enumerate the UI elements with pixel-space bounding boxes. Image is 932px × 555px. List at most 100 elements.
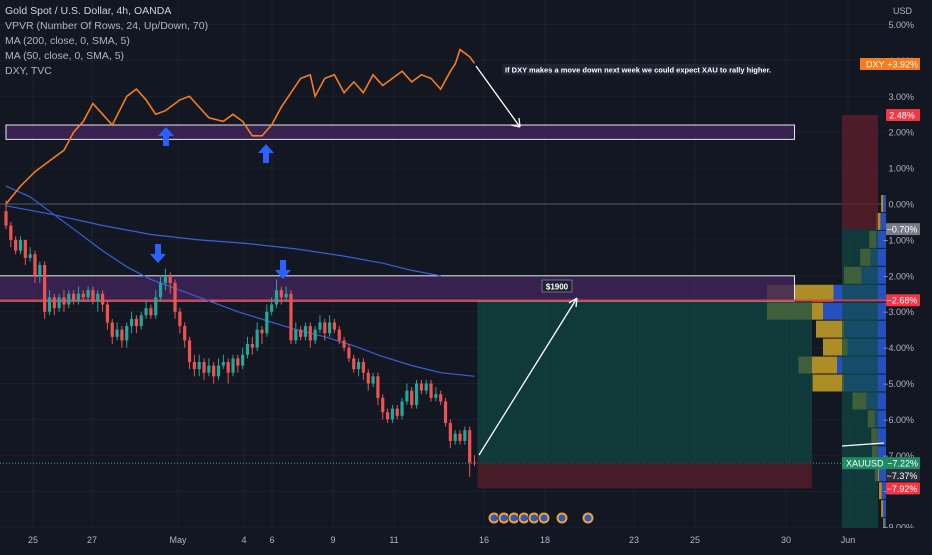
candle-body [9,225,13,240]
legend-indicator[interactable]: VPVR (Number Of Rows, 24, Up/Down, 70) [5,20,209,32]
up-arrow-icon [258,144,274,163]
candle-body [216,365,221,377]
price-label-box [541,279,573,293]
candle-body [105,304,110,323]
event-flag-inner [510,514,518,522]
event-flag-inner [584,514,592,522]
dxy-label-bg [860,58,920,70]
candle-body [410,390,414,406]
y-tick-label: −6.00% [883,415,914,425]
legend-indicator[interactable]: MA (200, close, 0, SMA, 5) [5,35,130,47]
candle-body [202,361,206,373]
candle-body [371,376,375,384]
candle-body [178,311,182,327]
candle-body [294,329,298,341]
candle-body [390,408,394,420]
legend-indicator[interactable]: DXY, TVC [5,65,52,77]
event-flag-inner [558,514,566,522]
candle-body [212,365,216,377]
legend: Gold Spot / U.S. Dollar, 4h, OANDA VPVR … [5,4,208,79]
stop-label: −7.92% [887,484,918,494]
candle-body [289,293,293,341]
vp-bar-up [879,464,886,482]
candle-body [299,329,303,337]
candle-body [352,358,356,370]
candle-body [226,361,230,373]
event-flag-inner [540,514,548,522]
candle-body [381,397,385,413]
y-tick-label: −2.00% [883,271,914,281]
ma200-line [5,205,441,277]
dxy-line [5,48,476,205]
candle-body [366,372,370,384]
candle-body [4,211,8,226]
vp-bar-up [874,410,886,428]
y-tick-label: 1.00% [888,164,914,174]
line-label-bg [886,294,920,307]
y-tick-label: −1.00% [883,235,914,245]
candle-body [347,347,351,359]
candle-body [192,361,196,370]
candle-body [260,329,264,334]
note-text: If DXY makes a move down next week we co… [505,66,771,75]
candle-body [139,315,143,327]
y-tick-label: −7.00% [883,451,914,461]
candle-body [241,354,245,366]
vp-bar-up [883,195,886,212]
stop-label-bg [886,482,920,495]
dxy-label-name: DXY [866,60,885,70]
candle-body [443,401,448,423]
up-arrow-icon [158,127,174,146]
trend-line [841,442,885,447]
right-red-zone [842,115,878,230]
candle-body [110,322,114,337]
candle-body [472,462,477,464]
candle-body [168,275,172,283]
y-tick-label: −3.00% [883,307,914,317]
x-tick-label: 25 [690,535,700,545]
candle-body [158,282,163,298]
y-tick-label: 0.00% [888,200,914,210]
vp-bar-down [881,500,884,518]
candle-body [28,254,32,258]
candle-body [439,394,443,402]
candle-body [62,297,66,305]
candle-body [14,239,18,251]
down-arrow-icon [275,260,291,279]
arrow-line [478,297,578,456]
y-tick-label: −4.00% [883,343,914,353]
line-label: −2.68% [887,296,918,306]
dark-label: −7.37% [887,471,918,481]
x-tick-label: 11 [389,535,398,545]
candle-body [414,383,419,406]
candle-body [236,358,240,366]
x-tick-label: 25 [28,535,38,545]
legend-indicator[interactable]: MA (50, close, 0, SMA, 5) [5,50,125,62]
vp-bar-down [823,338,848,356]
x-tick-label: May [169,535,187,545]
candle-body [76,293,81,301]
annotations: If DXY makes a move down next week we co… [150,64,885,456]
candle-body [33,254,37,276]
vp-bar-down [881,195,884,212]
candle-body [120,329,124,341]
position-tool [477,115,878,528]
candle-body [231,358,235,373]
candle-body [129,318,134,327]
support-zone [0,275,796,302]
candle-body [67,293,71,305]
candle-body [395,408,399,416]
x-tick-label: 16 [479,535,489,545]
candle-body [144,308,148,316]
candle-body [255,329,259,348]
price-labels: DXY +3.92%2.48%−0.70%−2.68%XAUUSD −7.22%−7… [842,58,920,495]
candle-body [279,290,283,298]
symbol-price: −7.22% [887,459,918,469]
candle-body [134,318,139,327]
x-axis-bg [0,528,932,550]
dark-label-bg [886,469,920,482]
candle-body [245,344,250,355]
candle-body [424,383,428,391]
candle-body [81,293,85,298]
